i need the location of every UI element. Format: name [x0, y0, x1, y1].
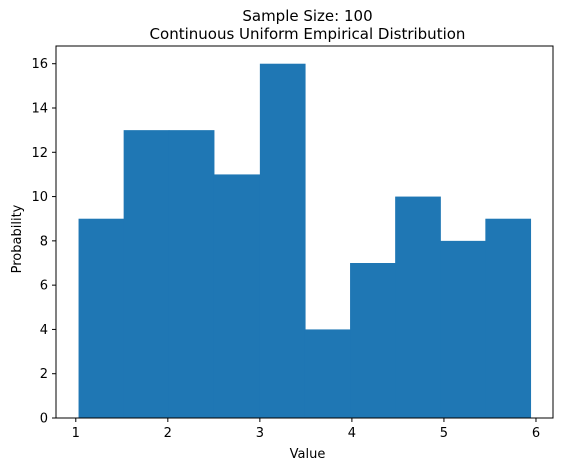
- histogram-bar: [259, 63, 306, 418]
- plot-frame: [55, 45, 554, 419]
- histogram-bar: [123, 130, 170, 418]
- histogram-bar: [78, 218, 125, 418]
- y-tick-label: 10: [31, 190, 48, 205]
- histogram-bar: [440, 240, 486, 418]
- histogram-bar: [485, 218, 532, 418]
- x-tick-label: 1: [72, 426, 80, 441]
- y-tick-label: 12: [31, 146, 48, 161]
- x-tick-label: 5: [440, 426, 448, 441]
- x-tick-label: 2: [164, 426, 172, 441]
- x-tick-label: 4: [348, 426, 356, 441]
- x-axis-label: Value: [290, 447, 326, 462]
- y-tick-label: 4: [40, 323, 48, 338]
- x-axis-ticks: 1 2 3 4 5 6: [72, 418, 540, 441]
- chart-subtitle: Continuous Uniform Empirical Distributio…: [150, 25, 466, 43]
- y-tick-label: 6: [40, 279, 48, 294]
- x-tick-label: 3: [256, 426, 264, 441]
- x-tick-label: 6: [532, 426, 540, 441]
- y-axis-label: Probability: [10, 204, 25, 273]
- histogram-bar: [168, 130, 215, 418]
- y-axis-ticks: 0 2 4 6 8 10 12 14 16: [31, 57, 56, 427]
- y-tick-label: 8: [40, 234, 48, 249]
- chart-title: Sample Size: 100: [242, 7, 372, 25]
- histogram-bar: [395, 196, 441, 418]
- histogram-bars: [78, 63, 532, 418]
- histogram-bar: [213, 174, 261, 418]
- y-tick-label: 2: [40, 367, 48, 382]
- y-tick-label: 16: [31, 57, 48, 72]
- y-tick-label: 0: [40, 412, 48, 427]
- y-tick-label: 14: [31, 102, 48, 117]
- histogram-bar: [304, 329, 351, 418]
- histogram-bar: [350, 263, 396, 418]
